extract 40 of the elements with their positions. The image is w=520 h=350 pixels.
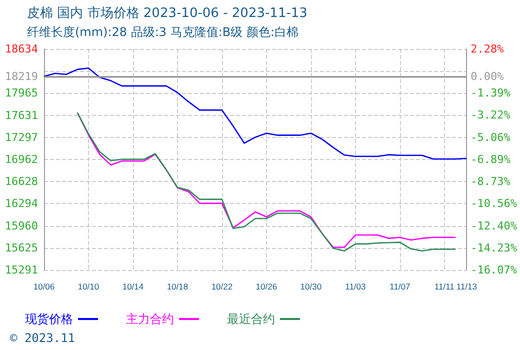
x-tick-label: 11/13 [456, 282, 478, 292]
y2-tick-label: -8.73% [470, 175, 511, 188]
x-tick-label: 10/14 [122, 282, 144, 292]
chart-subtitle: 纤维长度(mm):28 品级:3 马克隆值:B级 颜色:白棉 [27, 25, 298, 39]
y2-tick-label: -1.39% [470, 86, 511, 100]
legend-label: 主力合约 [126, 312, 174, 326]
y2-tick-label: 2.28% [470, 42, 504, 56]
x-tick-label: 10/30 [300, 282, 322, 292]
x-tick-label: 10/22 [211, 282, 233, 292]
y2-tick-label: -6.89% [470, 152, 511, 166]
line-series [43, 67, 468, 160]
text: © 2023.11 [10, 331, 76, 345]
y2-tick-label: 0.00% [470, 70, 504, 83]
y-tick-label: 16628 [4, 175, 38, 188]
y2-tick-label: -12.40% [470, 219, 518, 232]
y2-tick-label: -16.07% [470, 264, 518, 276]
x-tick-label: 10/18 [166, 282, 188, 292]
y2-tick-label: -14.23% [470, 241, 518, 254]
y-tick-label: 17297 [4, 130, 38, 144]
y-tick-label: 18219 [4, 70, 38, 83]
legend-label: 最近合约 [227, 312, 275, 326]
y2-tick-label: -3.22% [470, 108, 511, 122]
y-tick-label: 15291 [4, 264, 38, 276]
x-tick-label: 10/06 [33, 282, 55, 292]
legend-label: 现货价格 [25, 312, 73, 326]
chart-title: 皮棉 国内 市场价格 2023-10-06 - 2023-11-13 [27, 6, 308, 21]
x-tick-label: 11/03 [345, 282, 366, 292]
x-tick-label: 10/26 [256, 282, 278, 292]
y-tick-label: 16294 [4, 197, 38, 210]
x-tick-label: 11/11 [434, 282, 455, 292]
y-tick-label: 17631 [4, 108, 38, 122]
y-tick-label: 15960 [4, 219, 38, 232]
y-tick-label: 18634 [4, 42, 38, 56]
y-tick-label: 17965 [4, 86, 38, 100]
y-tick-label: 15625 [4, 241, 38, 254]
x-tick-label: 10/10 [78, 282, 100, 292]
x-tick-label: 11/07 [390, 282, 410, 292]
y2-tick-label: -10.56% [470, 197, 518, 210]
y-tick-label: 16962 [4, 153, 38, 166]
y2-tick-label: -5.06% [470, 130, 511, 144]
